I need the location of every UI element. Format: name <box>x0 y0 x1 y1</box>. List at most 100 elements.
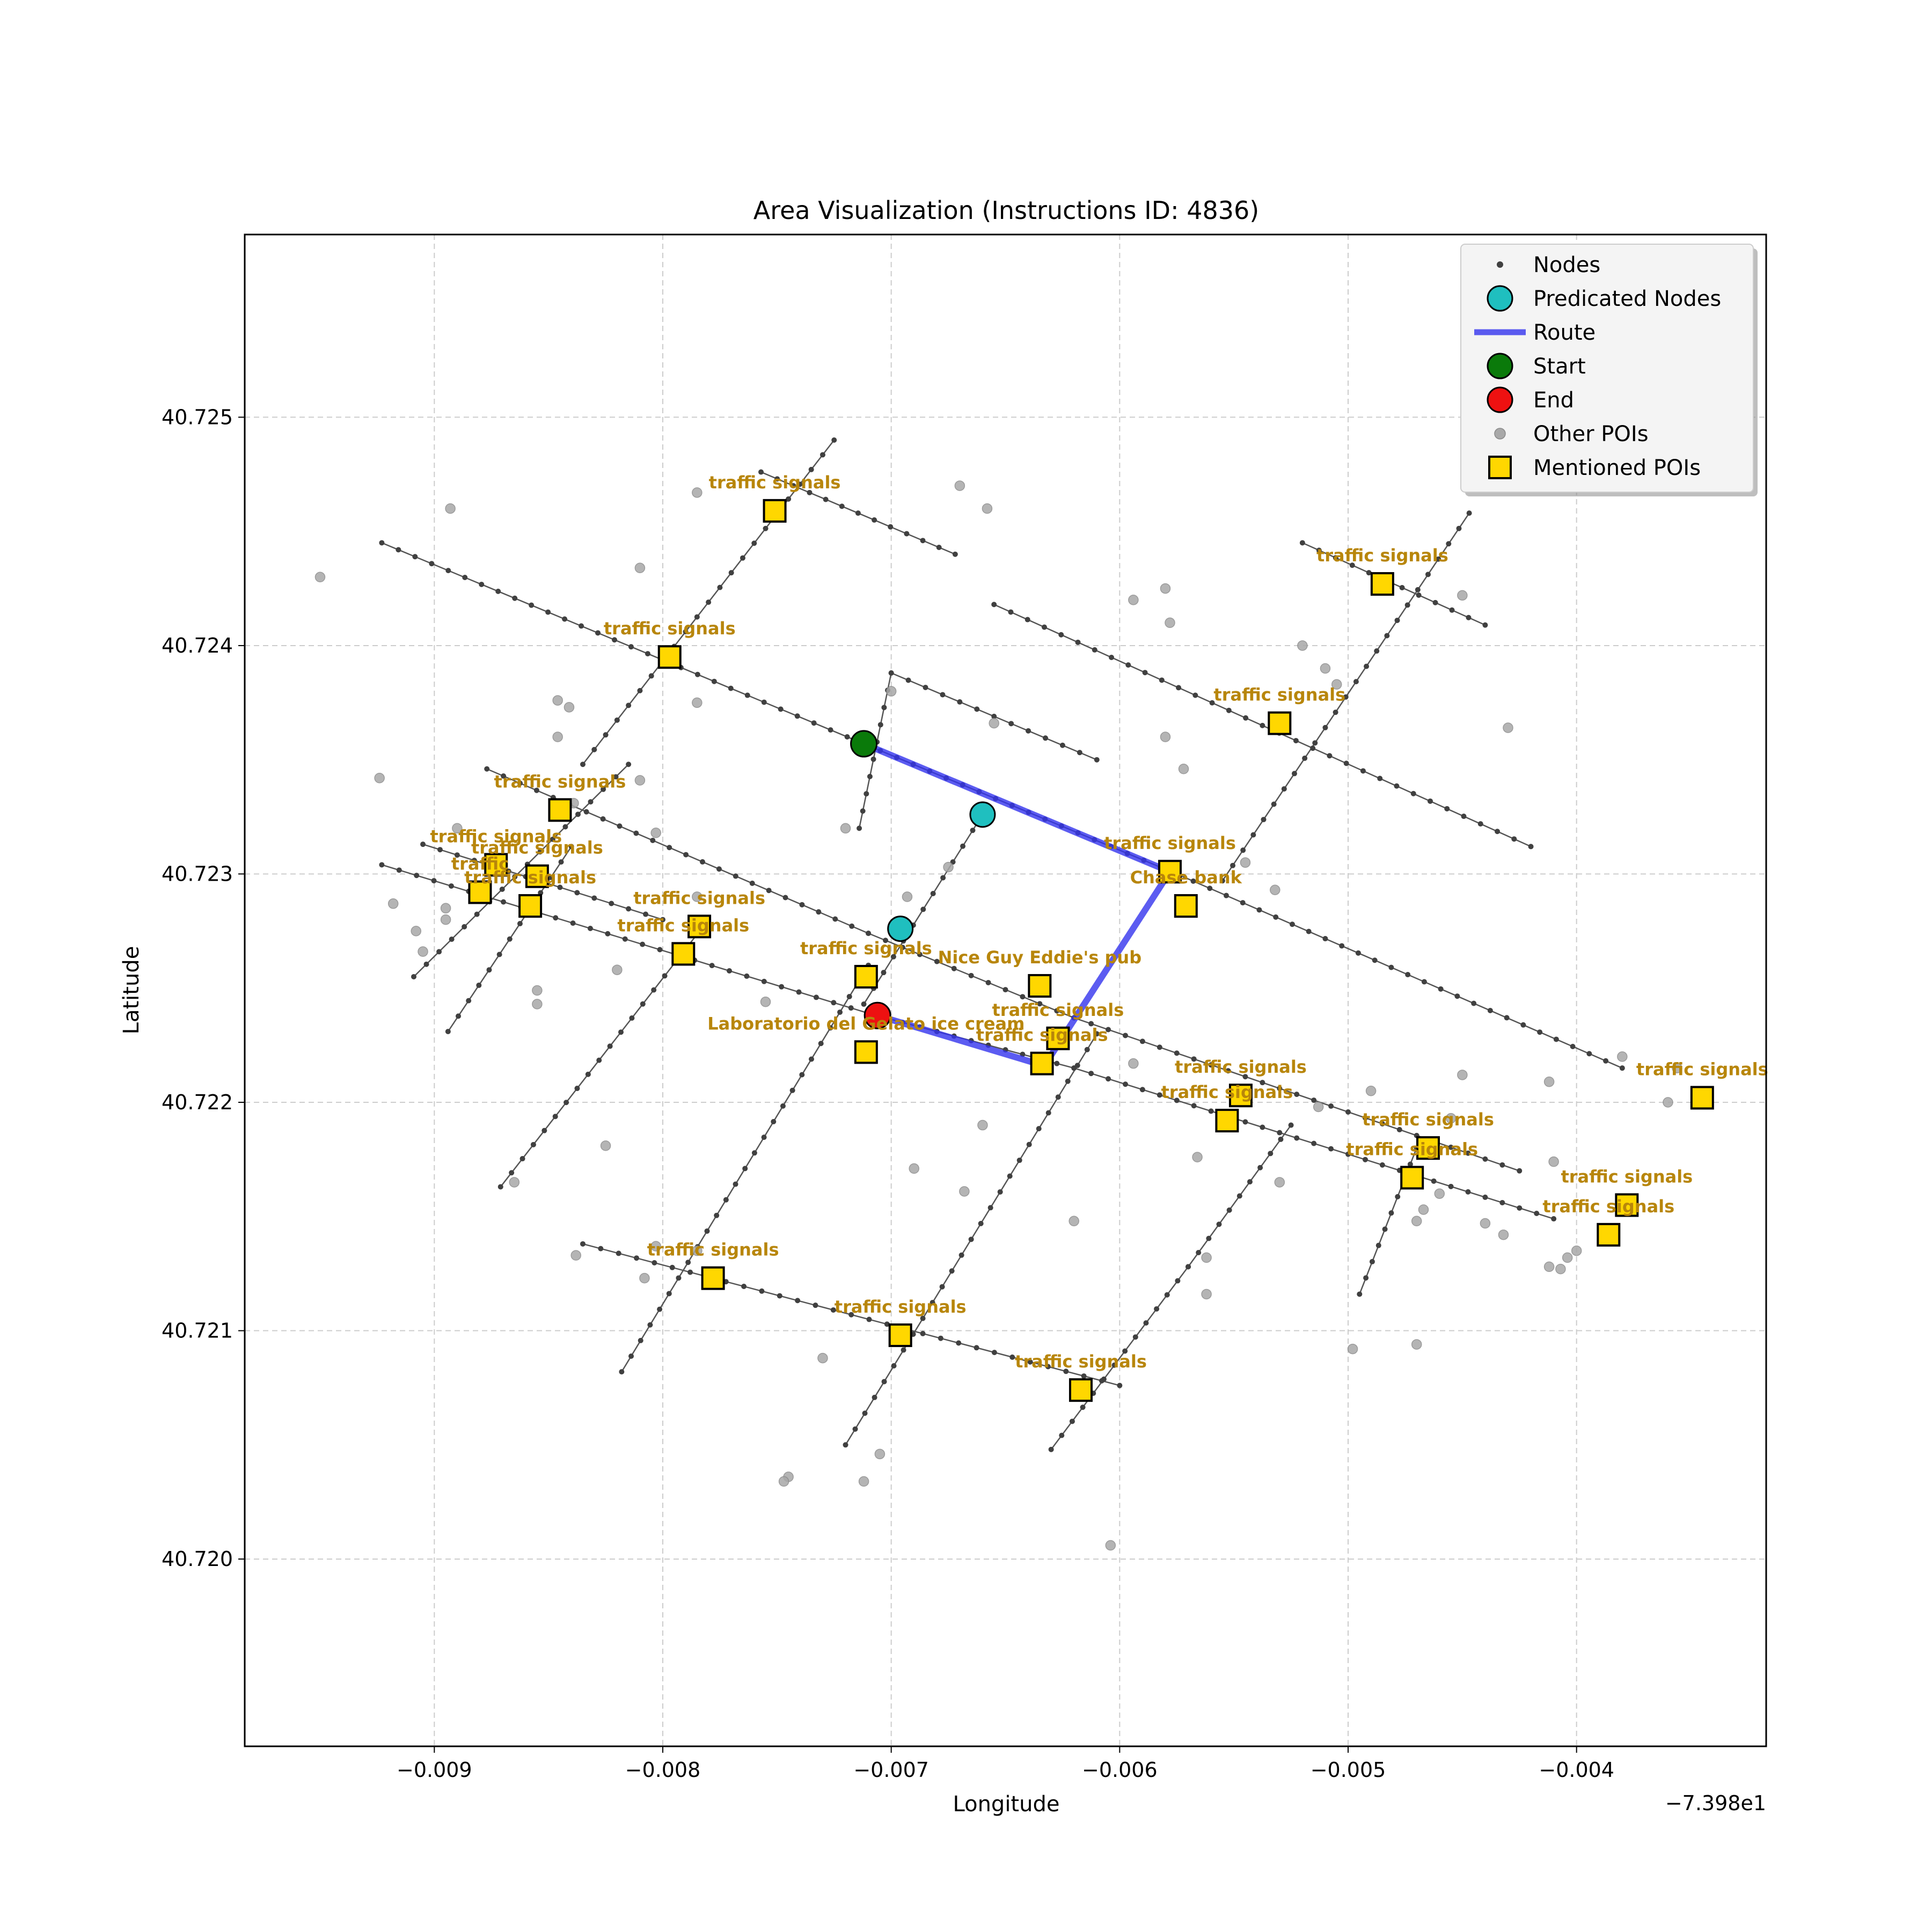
node <box>1328 1146 1334 1152</box>
node <box>1517 1168 1523 1174</box>
node <box>828 727 833 733</box>
legend-entry-label: Start <box>1533 354 1586 379</box>
node <box>1260 1080 1265 1086</box>
node <box>685 1260 691 1265</box>
node <box>512 595 518 601</box>
node <box>844 734 850 740</box>
node <box>818 1041 824 1046</box>
other-poi <box>1457 1070 1468 1080</box>
node <box>591 895 597 901</box>
node <box>862 1410 868 1416</box>
node <box>1084 1046 1090 1052</box>
node <box>568 844 574 850</box>
node <box>1094 757 1100 763</box>
node <box>495 588 501 594</box>
mentioned-poi <box>1158 860 1182 884</box>
node <box>1436 556 1441 562</box>
node <box>1271 801 1277 807</box>
node <box>1466 510 1472 516</box>
node <box>1020 994 1026 1000</box>
node <box>1260 1124 1265 1130</box>
node <box>1164 1292 1170 1298</box>
node <box>831 1000 837 1006</box>
node <box>974 1345 979 1351</box>
mentioned-poi-label: Laboratorio del Gelato ice cream <box>707 1013 1024 1034</box>
node <box>628 1353 634 1359</box>
other-poi <box>650 828 661 838</box>
node <box>1002 987 1008 993</box>
node <box>1416 592 1422 598</box>
node <box>575 811 581 817</box>
other-poi <box>1165 617 1175 628</box>
other-poi <box>1201 1252 1212 1263</box>
node <box>1603 1058 1609 1064</box>
mentioned-poi-label: traffic signals <box>1161 1082 1293 1102</box>
node <box>420 841 426 847</box>
other-poi <box>1663 1097 1673 1108</box>
mentioned-poi-label: traffic signals <box>633 888 765 908</box>
other-poi <box>692 1245 702 1256</box>
mentioned-poi <box>763 499 787 523</box>
node <box>1273 914 1279 920</box>
node <box>839 503 845 509</box>
node <box>618 1029 624 1035</box>
node <box>1372 957 1378 963</box>
node <box>1465 1189 1471 1195</box>
node <box>517 921 523 927</box>
x-axis-offset-label: −7.398e1 <box>1665 1791 1766 1815</box>
node <box>930 1300 935 1306</box>
mentioned-poi <box>1028 974 1052 998</box>
mentioned-poi-label: traffic signals <box>835 1297 967 1317</box>
node <box>1190 878 1196 884</box>
node <box>797 481 803 487</box>
node <box>837 1009 843 1015</box>
node <box>596 1057 602 1063</box>
node <box>968 972 974 978</box>
node <box>1551 1216 1557 1222</box>
node <box>1461 814 1467 819</box>
other-poi <box>1617 1051 1628 1062</box>
other-poi <box>552 731 563 742</box>
node <box>1036 1126 1042 1132</box>
mentioned-poi-label: traffic signals <box>464 867 596 888</box>
node <box>809 1056 815 1062</box>
node <box>791 483 796 489</box>
mentioned-poi-label: traffic signals <box>604 618 736 639</box>
node <box>1157 1092 1162 1098</box>
node <box>557 884 563 890</box>
node <box>622 936 628 942</box>
mentioned-poi-label: traffic signals <box>976 1025 1108 1045</box>
node <box>652 1260 657 1266</box>
other-poi <box>1320 663 1331 674</box>
node <box>1256 907 1262 913</box>
node <box>1293 738 1299 744</box>
node <box>1281 786 1287 792</box>
other-poi <box>1270 884 1280 896</box>
other-poi <box>1672 1063 1682 1073</box>
node <box>1316 547 1322 553</box>
node <box>603 732 609 738</box>
node <box>479 581 485 587</box>
node <box>1278 1136 1284 1142</box>
node <box>1448 1144 1454 1150</box>
node <box>939 1284 945 1290</box>
node <box>1487 1008 1493 1014</box>
node <box>1312 740 1318 746</box>
node <box>1092 647 1097 653</box>
node <box>1247 1179 1253 1185</box>
node <box>1407 1161 1413 1167</box>
street-segment <box>413 764 630 977</box>
node <box>614 717 620 723</box>
node <box>749 880 755 886</box>
node <box>846 993 852 999</box>
node <box>832 916 838 922</box>
node <box>852 1426 858 1432</box>
node <box>570 920 576 926</box>
node <box>761 1135 767 1140</box>
street-segment <box>1050 1266 1189 1450</box>
node <box>519 1156 525 1162</box>
node <box>1261 817 1267 823</box>
mentioned-poi-label: traffic signals <box>800 938 932 958</box>
node <box>779 984 785 990</box>
node <box>1537 1029 1543 1035</box>
